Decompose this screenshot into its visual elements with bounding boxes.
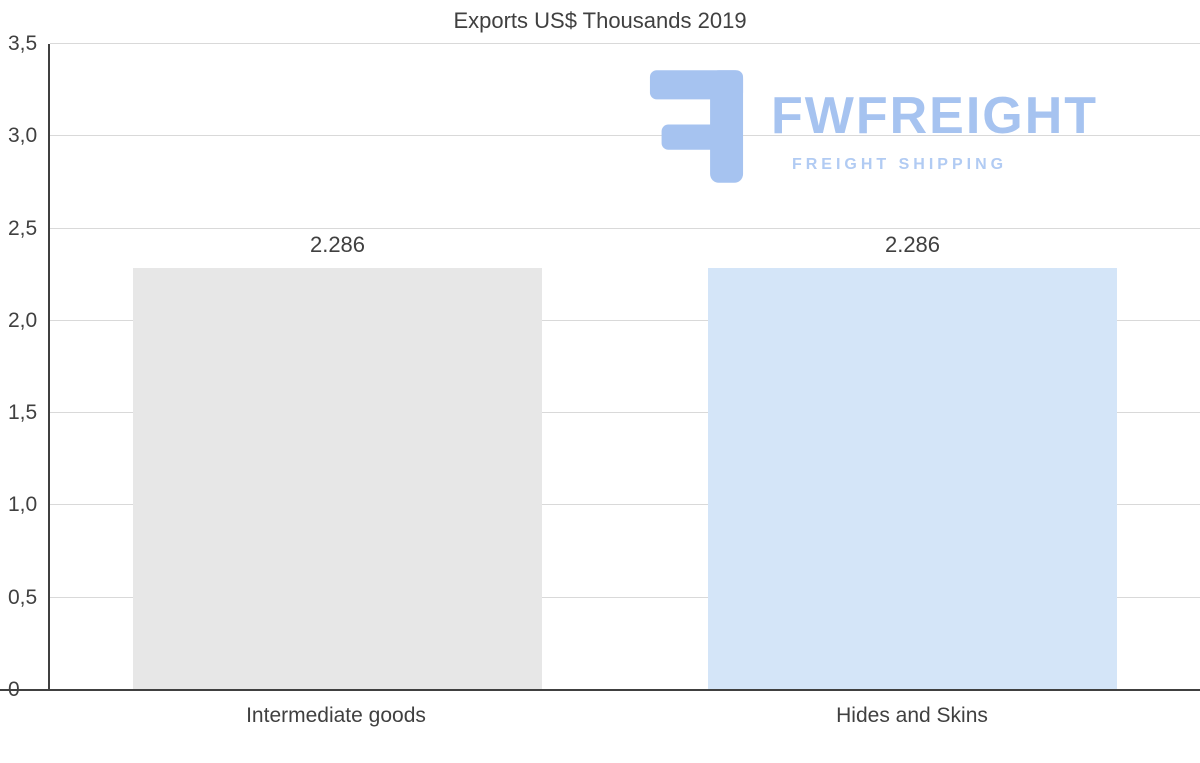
brand-tagline: FREIGHT SHIPPING (791, 156, 1008, 173)
gridline (50, 596, 1200, 598)
x-axis-category-labels: Intermediate goods Hides and Skins (48, 704, 1200, 728)
gridline (50, 227, 1200, 229)
bar-value-label: 2.286 (884, 232, 941, 258)
y-tick-label: 3,5 (8, 32, 38, 55)
gridline (50, 135, 1200, 137)
x-tick-label: Hides and Skins (836, 704, 988, 727)
bar-value-label: 2.286 (309, 232, 366, 258)
bar-intermediate-goods (132, 268, 543, 690)
x-axis-line (0, 689, 1200, 691)
y-tick-label: 1,5 (8, 401, 38, 425)
y-axis-tick-labels: 00,51,01,52,02,53,03,5 (8, 32, 44, 701)
gridline (50, 43, 1200, 44)
y-tick-label: 3,0 (8, 124, 38, 148)
gridline (50, 504, 1200, 506)
y-tick-label: 2,0 (8, 308, 38, 332)
bar-slot: 2.286 (50, 44, 625, 690)
x-tick-label: Intermediate goods (246, 704, 426, 727)
watermark-text: FWFREIGHT FREIGHT SHIPPING (771, 90, 1098, 174)
brand-name: FWFREIGHT (771, 87, 1099, 145)
chart-title: Exports US$ Thousands 2019 (453, 8, 747, 33)
fwfreight-logo-icon (649, 70, 744, 183)
bar-slot: 2.286 (625, 44, 1200, 690)
bar-hides-and-skins (707, 268, 1118, 690)
brand-watermark: FWFREIGHT FREIGHT SHIPPING (648, 68, 1098, 185)
gridline (50, 412, 1200, 414)
y-tick-label: 0,5 (8, 585, 38, 609)
y-tick-label: 2,5 (8, 216, 38, 240)
plot-area: 2.286 2.286 (48, 43, 1200, 690)
gridline (50, 319, 1200, 321)
y-tick-label: 1,0 (8, 493, 38, 517)
bar-slots: 2.286 2.286 (50, 44, 1200, 690)
